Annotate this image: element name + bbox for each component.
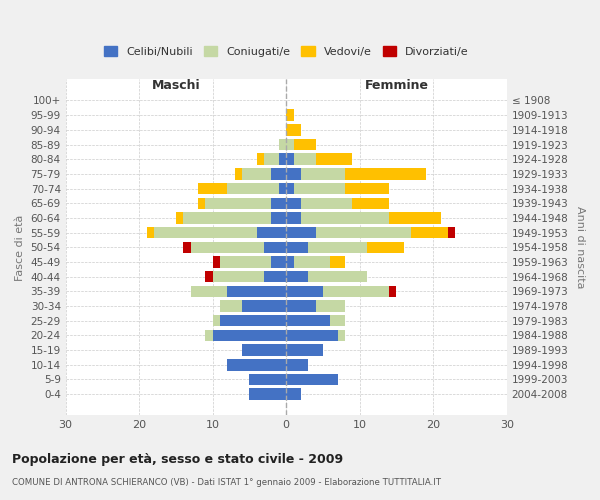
Bar: [212, 315, 220, 326]
Bar: [279, 183, 286, 194]
Bar: [250, 388, 286, 400]
Bar: [308, 271, 367, 282]
Bar: [286, 110, 293, 121]
Bar: [242, 300, 286, 312]
Bar: [286, 388, 301, 400]
Bar: [264, 242, 286, 253]
Bar: [271, 212, 286, 224]
Bar: [316, 300, 345, 312]
Bar: [367, 242, 404, 253]
Text: Popolazione per età, sesso e stato civile - 2009: Popolazione per età, sesso e stato civil…: [12, 452, 343, 466]
Bar: [212, 271, 264, 282]
Bar: [212, 330, 286, 341]
Bar: [279, 154, 286, 165]
Bar: [293, 256, 331, 268]
Bar: [316, 154, 352, 165]
Bar: [279, 139, 286, 150]
Bar: [264, 271, 286, 282]
Bar: [331, 256, 345, 268]
Bar: [227, 286, 286, 297]
Bar: [286, 242, 308, 253]
Bar: [293, 154, 316, 165]
Text: Maschi: Maschi: [152, 78, 200, 92]
Bar: [286, 198, 301, 209]
Bar: [220, 315, 286, 326]
Text: COMUNE DI ANTRONA SCHIERANCO (VB) - Dati ISTAT 1° gennaio 2009 - Elaborazione TU: COMUNE DI ANTRONA SCHIERANCO (VB) - Dati…: [12, 478, 441, 487]
Bar: [191, 242, 264, 253]
Bar: [191, 286, 227, 297]
Bar: [227, 359, 286, 370]
Bar: [250, 374, 286, 385]
Bar: [308, 242, 367, 253]
Bar: [198, 198, 205, 209]
Bar: [286, 256, 293, 268]
Bar: [389, 212, 440, 224]
Bar: [331, 315, 345, 326]
Y-axis label: Fasce di età: Fasce di età: [15, 214, 25, 280]
Bar: [301, 168, 345, 179]
Bar: [183, 212, 271, 224]
Bar: [411, 227, 448, 238]
Bar: [286, 124, 301, 136]
Bar: [286, 227, 316, 238]
Bar: [316, 227, 411, 238]
Bar: [352, 198, 389, 209]
Y-axis label: Anni di nascita: Anni di nascita: [575, 206, 585, 288]
Bar: [212, 256, 220, 268]
Bar: [271, 168, 286, 179]
Bar: [448, 227, 455, 238]
Bar: [293, 183, 345, 194]
Bar: [286, 154, 293, 165]
Bar: [176, 212, 183, 224]
Bar: [286, 344, 323, 356]
Bar: [198, 183, 227, 194]
Bar: [205, 330, 212, 341]
Bar: [323, 286, 389, 297]
Bar: [345, 168, 426, 179]
Bar: [271, 256, 286, 268]
Bar: [286, 286, 323, 297]
Bar: [286, 271, 308, 282]
Bar: [183, 242, 191, 253]
Bar: [286, 374, 338, 385]
Bar: [389, 286, 397, 297]
Bar: [301, 198, 352, 209]
Bar: [257, 154, 264, 165]
Bar: [154, 227, 257, 238]
Bar: [286, 168, 301, 179]
Bar: [286, 139, 293, 150]
Bar: [146, 227, 154, 238]
Bar: [205, 271, 212, 282]
Bar: [235, 168, 242, 179]
Bar: [286, 359, 308, 370]
Bar: [220, 300, 242, 312]
Bar: [293, 139, 316, 150]
Bar: [286, 183, 293, 194]
Bar: [205, 198, 271, 209]
Bar: [242, 168, 271, 179]
Bar: [286, 212, 301, 224]
Bar: [271, 198, 286, 209]
Bar: [286, 315, 331, 326]
Bar: [257, 227, 286, 238]
Bar: [242, 344, 286, 356]
Bar: [264, 154, 279, 165]
Legend: Celibi/Nubili, Coniugati/e, Vedovi/e, Divorziati/e: Celibi/Nubili, Coniugati/e, Vedovi/e, Di…: [100, 42, 473, 61]
Bar: [220, 256, 271, 268]
Bar: [301, 212, 389, 224]
Bar: [345, 183, 389, 194]
Text: Femmine: Femmine: [364, 78, 428, 92]
Bar: [286, 300, 316, 312]
Bar: [227, 183, 279, 194]
Bar: [338, 330, 345, 341]
Bar: [286, 330, 338, 341]
